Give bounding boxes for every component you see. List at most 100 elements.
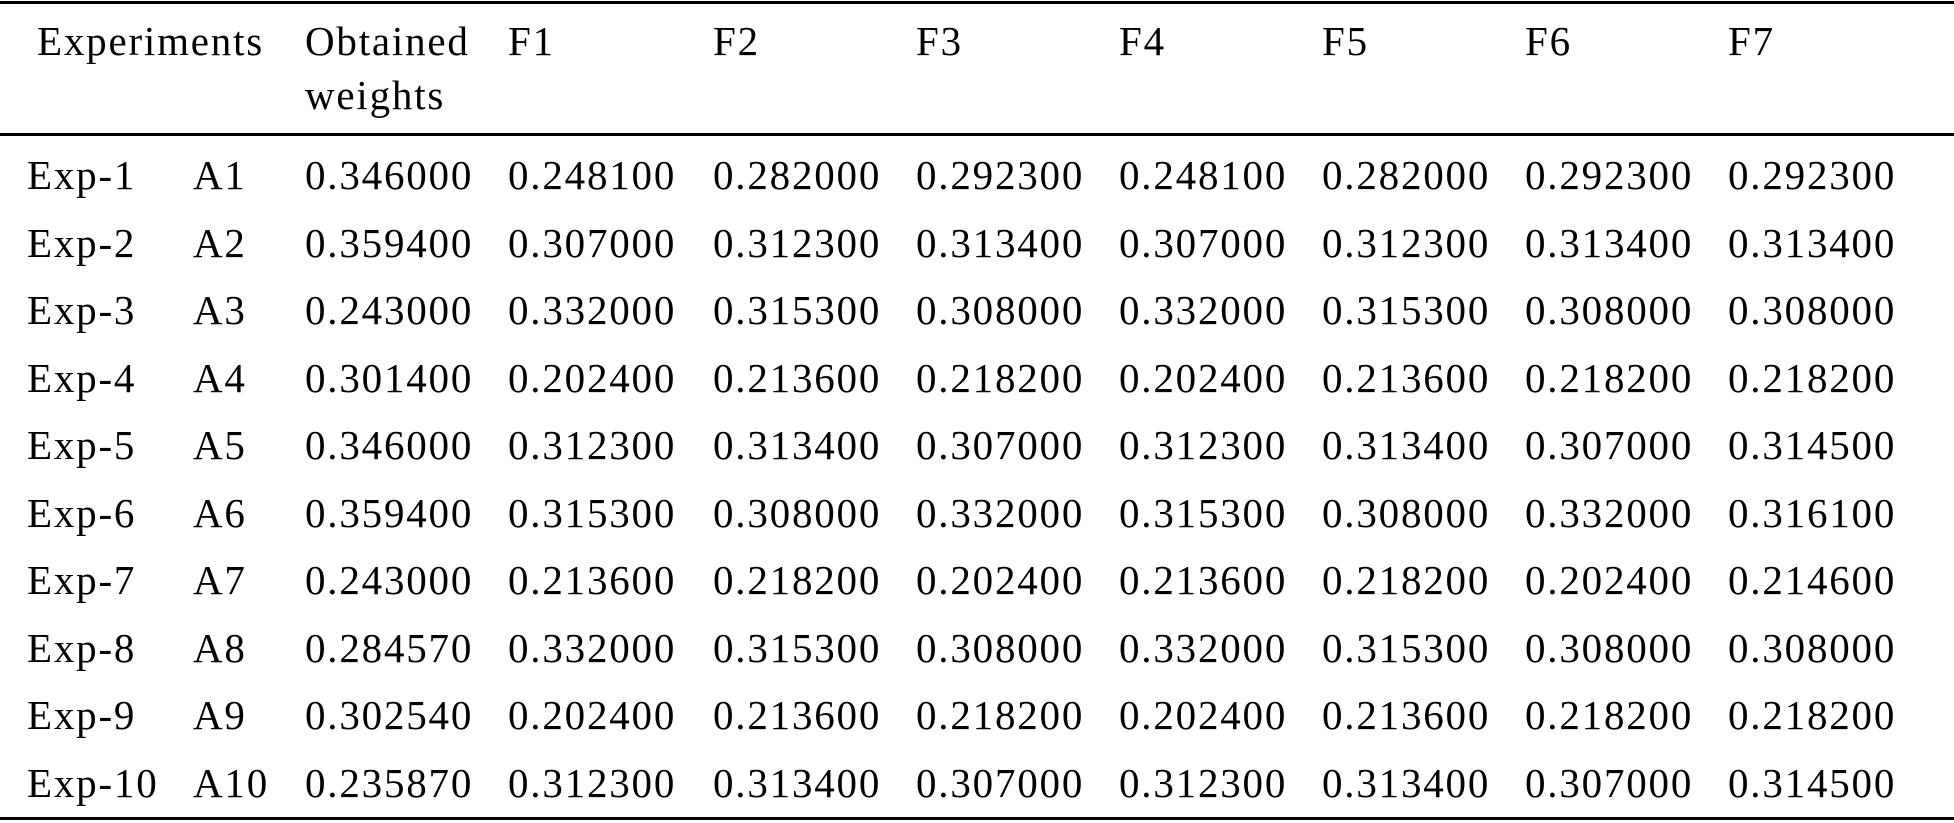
row-label: Exp-10 [27, 759, 159, 806]
table-cell: 0.308000 [1728, 624, 1897, 671]
table-cell: 0.314500 [1728, 422, 1897, 468]
table-cell: 0.235870 [305, 759, 474, 806]
table-cell: 0.315300 [713, 287, 882, 333]
table-cell: 0.213600 [1119, 557, 1288, 603]
table-cell: 0.312300 [1119, 422, 1288, 468]
row-label: Exp-2 [27, 219, 137, 266]
table-cell: 0.313400 [1525, 219, 1694, 266]
table-cell: 0.218200 [1728, 692, 1897, 738]
row-id: A9 [193, 692, 247, 738]
table-cell: 0.308000 [713, 489, 882, 536]
table-cell: 0.315300 [508, 489, 677, 536]
table-cell: 0.292300 [1728, 152, 1897, 198]
table-cell: 0.218200 [1525, 354, 1694, 401]
table-cell: 0.308000 [1525, 624, 1694, 671]
table-cell: 0.312300 [508, 422, 677, 468]
table-cell: 0.308000 [916, 624, 1085, 671]
table-cell: 0.292300 [916, 152, 1085, 198]
table-cell: 0.243000 [305, 557, 474, 603]
table-cell: 0.313400 [916, 219, 1085, 266]
column-header: F5 [1322, 18, 1369, 64]
table-cell: 0.213600 [713, 354, 882, 401]
column-header: F4 [1119, 18, 1166, 64]
table-cell: 0.282000 [713, 152, 882, 198]
row-id: A3 [193, 287, 247, 333]
table-cell: 0.308000 [916, 287, 1085, 333]
top-rule [0, 1, 1954, 4]
table-cell: 0.359400 [305, 489, 474, 536]
table-cell: 0.313400 [1728, 219, 1897, 266]
table-cell: 0.202400 [508, 354, 677, 401]
table-cell: 0.202400 [508, 692, 677, 738]
table-cell: 0.346000 [305, 152, 474, 198]
table-cell: 0.202400 [1119, 354, 1288, 401]
table-cell: 0.248100 [1119, 152, 1288, 198]
row-label: Exp-1 [27, 152, 137, 198]
bottom-rule [0, 817, 1954, 820]
row-label: Exp-5 [27, 422, 137, 468]
table-cell: 0.308000 [1322, 489, 1491, 536]
table-cell: 0.332000 [508, 287, 677, 333]
table-cell: 0.332000 [916, 489, 1085, 536]
table-cell: 0.218200 [916, 354, 1085, 401]
column-header: F6 [1525, 18, 1572, 64]
table-cell: 0.307000 [916, 759, 1085, 806]
table-cell: 0.312300 [508, 759, 677, 806]
table-cell: 0.315300 [1322, 624, 1491, 671]
table-cell: 0.292300 [1525, 152, 1694, 198]
table-cell: 0.202400 [1119, 692, 1288, 738]
table-cell: 0.315300 [1119, 489, 1288, 536]
table-cell: 0.218200 [1525, 692, 1694, 738]
table-cell: 0.214600 [1728, 557, 1897, 603]
row-id: A6 [193, 489, 247, 536]
row-id: A4 [193, 354, 247, 401]
header-rule [0, 133, 1954, 136]
table-cell: 0.307000 [1119, 219, 1288, 266]
table-cell: 0.202400 [916, 557, 1085, 603]
table-cell: 0.313400 [713, 759, 882, 806]
table-cell: 0.213600 [1322, 692, 1491, 738]
table-cell: 0.307000 [508, 219, 677, 266]
row-label: Exp-7 [27, 557, 137, 603]
table-cell: 0.346000 [305, 422, 474, 468]
table-cell: 0.213600 [508, 557, 677, 603]
table-cell: 0.332000 [508, 624, 677, 671]
column-header: F7 [1728, 18, 1775, 64]
row-label: Exp-4 [27, 354, 137, 401]
row-id: A2 [193, 219, 247, 266]
row-id: A5 [193, 422, 247, 468]
column-header: F2 [713, 18, 760, 64]
column-header: F3 [916, 18, 963, 64]
row-id: A7 [193, 557, 247, 603]
table-cell: 0.243000 [305, 287, 474, 333]
table-cell: 0.308000 [1525, 287, 1694, 333]
column-header: Experiments [37, 18, 265, 64]
row-label: Exp-3 [27, 287, 137, 333]
table-cell: 0.313400 [713, 422, 882, 468]
table-cell: 0.301400 [305, 354, 474, 401]
table-cell: 0.218200 [1322, 557, 1491, 603]
column-header: Obtained weights [305, 18, 470, 118]
row-id: A10 [193, 759, 270, 806]
table-cell: 0.302540 [305, 692, 474, 738]
table-cell: 0.213600 [713, 692, 882, 738]
table-cell: 0.284570 [305, 624, 474, 671]
row-label: Exp-6 [27, 489, 137, 536]
table-cell: 0.307000 [1525, 759, 1694, 806]
table-cell: 0.248100 [508, 152, 677, 198]
table-cell: 0.315300 [713, 624, 882, 671]
table-cell: 0.282000 [1322, 152, 1491, 198]
table-cell: 0.312300 [1119, 759, 1288, 806]
table-cell: 0.332000 [1525, 489, 1694, 536]
table-cell: 0.307000 [916, 422, 1085, 468]
table-cell: 0.312300 [1322, 219, 1491, 266]
table-cell: 0.307000 [1525, 422, 1694, 468]
table-cell: 0.218200 [916, 692, 1085, 738]
row-id: A8 [193, 624, 247, 671]
table-cell: 0.359400 [305, 219, 474, 266]
table-cell: 0.218200 [713, 557, 882, 603]
column-header: F1 [508, 18, 555, 64]
row-label: Exp-8 [27, 624, 137, 671]
table-cell: 0.213600 [1322, 354, 1491, 401]
